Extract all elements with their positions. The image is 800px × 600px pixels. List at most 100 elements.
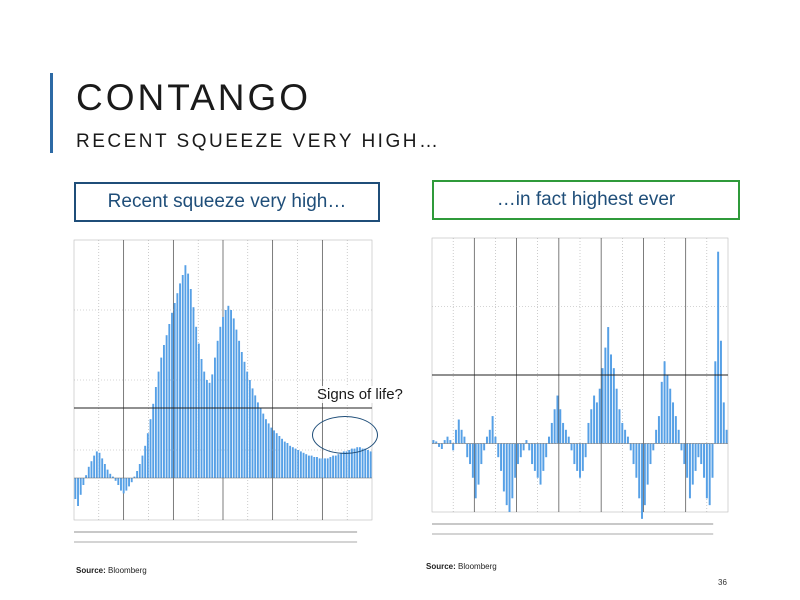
bar — [149, 419, 152, 478]
bar — [618, 409, 621, 444]
bar — [548, 436, 550, 444]
bar — [297, 450, 300, 478]
bar — [705, 443, 708, 499]
bar — [660, 381, 663, 444]
bar — [291, 447, 294, 478]
slide-title: CONTANGO — [76, 77, 312, 118]
bar — [700, 443, 703, 465]
bar — [629, 443, 632, 451]
bar — [117, 478, 120, 485]
bar — [717, 251, 720, 444]
bar — [219, 326, 222, 478]
bar — [542, 443, 545, 471]
bar — [114, 478, 117, 481]
bar — [657, 416, 660, 444]
right-source: Source: Bloomberg — [426, 562, 497, 571]
bar — [302, 452, 305, 478]
bar — [189, 289, 192, 478]
bar — [133, 476, 136, 478]
bar — [722, 402, 725, 444]
bar — [480, 443, 483, 465]
bar — [446, 436, 449, 444]
bar — [601, 368, 604, 444]
bar — [669, 388, 672, 444]
bar — [307, 455, 310, 478]
bar — [165, 335, 168, 478]
bar — [197, 343, 200, 478]
bar — [130, 478, 133, 483]
bar — [508, 443, 511, 512]
bar — [77, 478, 79, 506]
bar — [641, 443, 644, 519]
bar — [576, 443, 579, 471]
bar — [703, 443, 706, 478]
bar — [227, 305, 230, 478]
bar — [332, 455, 335, 478]
bar — [635, 443, 638, 478]
bar — [539, 443, 542, 485]
bar — [79, 478, 82, 495]
bar — [345, 451, 348, 478]
bar — [652, 443, 655, 451]
bar — [195, 326, 198, 478]
bar — [162, 345, 165, 478]
bar — [646, 443, 649, 485]
bar — [275, 433, 278, 478]
bar — [570, 443, 573, 451]
bar — [157, 371, 160, 478]
bar — [655, 429, 658, 444]
bar — [672, 402, 675, 444]
bar — [477, 443, 480, 485]
bar — [176, 293, 179, 478]
bar — [152, 403, 155, 478]
bar — [649, 443, 652, 465]
right-contango-chart — [424, 232, 746, 548]
bar — [87, 466, 90, 478]
bar — [494, 436, 497, 444]
bar — [232, 318, 235, 478]
bar — [666, 375, 669, 444]
bar — [85, 475, 88, 478]
bar — [125, 478, 128, 491]
bar — [435, 441, 438, 444]
bar — [205, 380, 208, 478]
bar — [573, 443, 576, 465]
right-source-name: Bloomberg — [458, 562, 497, 571]
bar — [138, 464, 141, 478]
left-chart-svg — [73, 239, 373, 543]
bar — [367, 450, 369, 478]
bar — [313, 457, 316, 478]
bar — [516, 443, 519, 465]
bar — [101, 458, 104, 478]
bar — [697, 443, 700, 458]
bar — [95, 451, 98, 478]
bar — [74, 478, 77, 499]
bar — [593, 395, 596, 444]
bar — [457, 419, 460, 444]
signs-of-life-ellipse — [312, 416, 378, 454]
bar — [361, 448, 364, 478]
bar — [240, 352, 243, 478]
bar — [326, 458, 329, 478]
bar — [556, 395, 559, 444]
bar — [329, 457, 332, 478]
bar — [238, 340, 241, 478]
bar — [607, 327, 610, 444]
bar — [203, 371, 206, 478]
bar — [454, 429, 457, 444]
bar — [528, 443, 531, 451]
left-source-name: Bloomberg — [108, 566, 147, 575]
bar — [334, 455, 337, 478]
bar — [294, 448, 297, 478]
bar — [663, 361, 666, 444]
bar — [267, 423, 270, 478]
bar — [106, 469, 109, 478]
bar — [595, 402, 598, 444]
left-source: Source: Bloomberg — [76, 566, 147, 575]
bar — [184, 265, 187, 478]
bar — [432, 440, 435, 444]
bar — [452, 443, 455, 451]
bar — [214, 357, 216, 478]
bar — [251, 388, 254, 478]
bar — [321, 458, 324, 478]
